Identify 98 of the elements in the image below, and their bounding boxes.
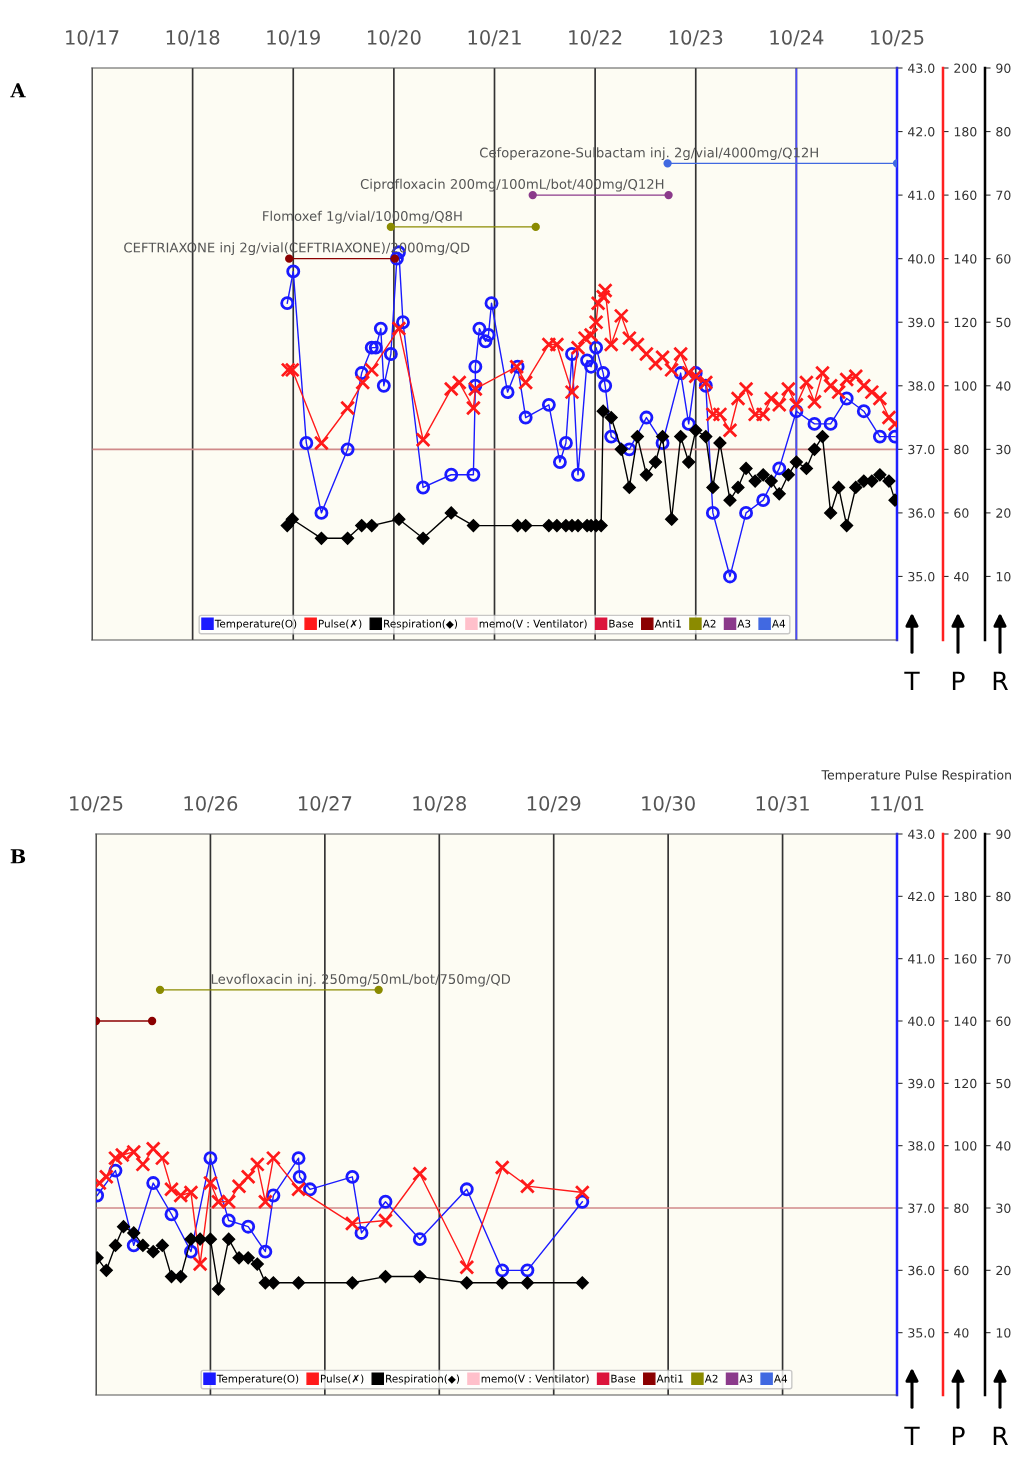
legend-label: Temperature(O) <box>216 1374 299 1385</box>
y3-tick-label: 70 <box>996 190 1011 201</box>
y3-axis-title: R <box>993 1426 1008 1445</box>
y-tick-label: 41.0 <box>908 190 935 201</box>
y3-tick-label: 40 <box>996 1141 1011 1151</box>
y-tick-label: 41.0 <box>908 954 935 964</box>
y-tick-label: 39.0 <box>908 317 935 328</box>
legend-label: Anti1 <box>656 1374 683 1383</box>
y2-tick-label: 40 <box>954 571 969 582</box>
y-tick-label: 38.0 <box>908 381 935 391</box>
legend-label: Temperature(O) <box>214 619 297 630</box>
y3-tick-label: 60 <box>996 254 1011 264</box>
x-tick-label: 10/31 <box>756 796 809 813</box>
y-tick-label: 35.0 <box>908 571 935 582</box>
legend-label: Base <box>611 1374 636 1383</box>
x-tick-label: 11/01 <box>871 796 924 813</box>
y2-tick-label: 160 <box>954 190 977 201</box>
x-tick-label: 10/25 <box>70 796 123 813</box>
legend-label: Pulse(✗) <box>318 619 362 629</box>
y-tick-label: 43.0 <box>908 829 935 839</box>
legend-label: A4 <box>773 1374 788 1383</box>
x-tick-label: 10/18 <box>166 30 220 47</box>
y-tick-label: 43.0 <box>908 63 935 73</box>
y2-tick-label: 60 <box>954 1265 969 1276</box>
legend-label: Anti1 <box>654 619 681 628</box>
x-tick-label: 10/24 <box>770 30 824 47</box>
y3-tick-label: 80 <box>996 127 1011 137</box>
y2-tick-label: 200 <box>954 829 977 839</box>
y2-tick-label: 60 <box>954 508 969 518</box>
x-tick-label: 10/27 <box>298 796 352 813</box>
y-tick-label: 42.0 <box>908 127 935 137</box>
y3-tick-label: 60 <box>996 1016 1011 1026</box>
x-tick-label: 10/22 <box>569 30 622 47</box>
x-tick-label: 10/21 <box>468 30 521 47</box>
y3-tick-label: 90 <box>996 829 1011 839</box>
y3-tick-label: 10 <box>996 1328 1011 1338</box>
x-tick-label: 10/28 <box>413 796 466 813</box>
legend-label: memo(V : Ventilator) <box>479 619 587 629</box>
y2-tick-label: 160 <box>954 954 977 964</box>
text: A <box>10 83 26 98</box>
x-tick-label: 10/29 <box>527 796 581 813</box>
y3-tick-label: 70 <box>996 954 1011 964</box>
y2-tick-label: 120 <box>954 1078 977 1089</box>
y3-tick-label: 20 <box>996 508 1011 518</box>
y3-tick-label: 80 <box>996 891 1011 902</box>
x-tick-label: 10/25 <box>871 30 924 47</box>
y2-tick-label: 80 <box>954 444 969 455</box>
y-tick-label: 35.0 <box>908 1328 935 1338</box>
y-tick-label: 36.0 <box>908 1265 935 1276</box>
y3-tick-label: 30 <box>996 444 1011 455</box>
y2-tick-label: 80 <box>954 1203 969 1213</box>
y3-tick-label: 30 <box>996 1203 1011 1213</box>
y2-tick-label: 180 <box>954 891 977 902</box>
y-tick-label: 37.0 <box>908 444 935 455</box>
y2-tick-label: 120 <box>954 317 977 328</box>
legend-label: A3 <box>739 1374 753 1383</box>
y-tick-label: 42.0 <box>908 891 935 902</box>
legend-label: Respiration(◆) <box>384 619 458 630</box>
y3-tick-label: 10 <box>996 571 1011 582</box>
y2-axis-title: P <box>952 1426 965 1445</box>
y3-tick-label: 40 <box>996 381 1011 391</box>
x-tick-label: 10/20 <box>367 30 421 47</box>
y2-tick-label: 180 <box>954 127 977 137</box>
y-axis-title: T <box>904 671 920 690</box>
y-tick-label: 38.0 <box>908 1141 935 1151</box>
legend-label: memo(V : Ventilator) <box>481 1374 589 1384</box>
x-tick-label: 10/19 <box>267 30 320 47</box>
y2-tick-label: 140 <box>954 1016 977 1026</box>
y3-tick-label: 50 <box>996 1078 1011 1089</box>
y3-tick-label: 90 <box>996 63 1011 73</box>
x-tick-label: 10/26 <box>184 796 238 813</box>
legend-label: Respiration(◆) <box>386 1374 460 1385</box>
y3-axis-title: R <box>993 671 1008 690</box>
y3-tick-label: 20 <box>996 1265 1011 1276</box>
y2-tick-label: 40 <box>954 1328 969 1338</box>
y2-tick-label: 100 <box>954 381 977 391</box>
legend-label: A2 <box>702 619 716 628</box>
legend-label: A4 <box>771 619 786 628</box>
y2-tick-label: 140 <box>954 254 977 264</box>
x-tick-label: 10/23 <box>669 30 723 47</box>
legend-label: A2 <box>704 1374 718 1383</box>
legend-label: Pulse(✗) <box>320 1374 364 1384</box>
text: Temperature Pulse Respiration <box>821 769 1011 783</box>
y3-tick-label: 50 <box>996 317 1011 328</box>
y-tick-label: 36.0 <box>908 508 935 518</box>
text: B <box>10 849 26 864</box>
y-tick-label: 37.0 <box>908 1203 935 1213</box>
y2-tick-label: 100 <box>954 1141 977 1151</box>
y-axis-title: T <box>904 1426 920 1445</box>
y-tick-label: 40.0 <box>908 1016 935 1026</box>
y-tick-label: 40.0 <box>908 254 935 264</box>
y-tick-label: 39.0 <box>908 1078 935 1089</box>
legend-label: A3 <box>737 619 751 628</box>
legend-label: Base <box>609 619 634 628</box>
y2-axis-title: P <box>952 671 965 690</box>
x-tick-label: 10/30 <box>642 796 695 813</box>
y2-tick-label: 200 <box>954 63 977 73</box>
x-tick-label: 10/17 <box>66 30 119 47</box>
